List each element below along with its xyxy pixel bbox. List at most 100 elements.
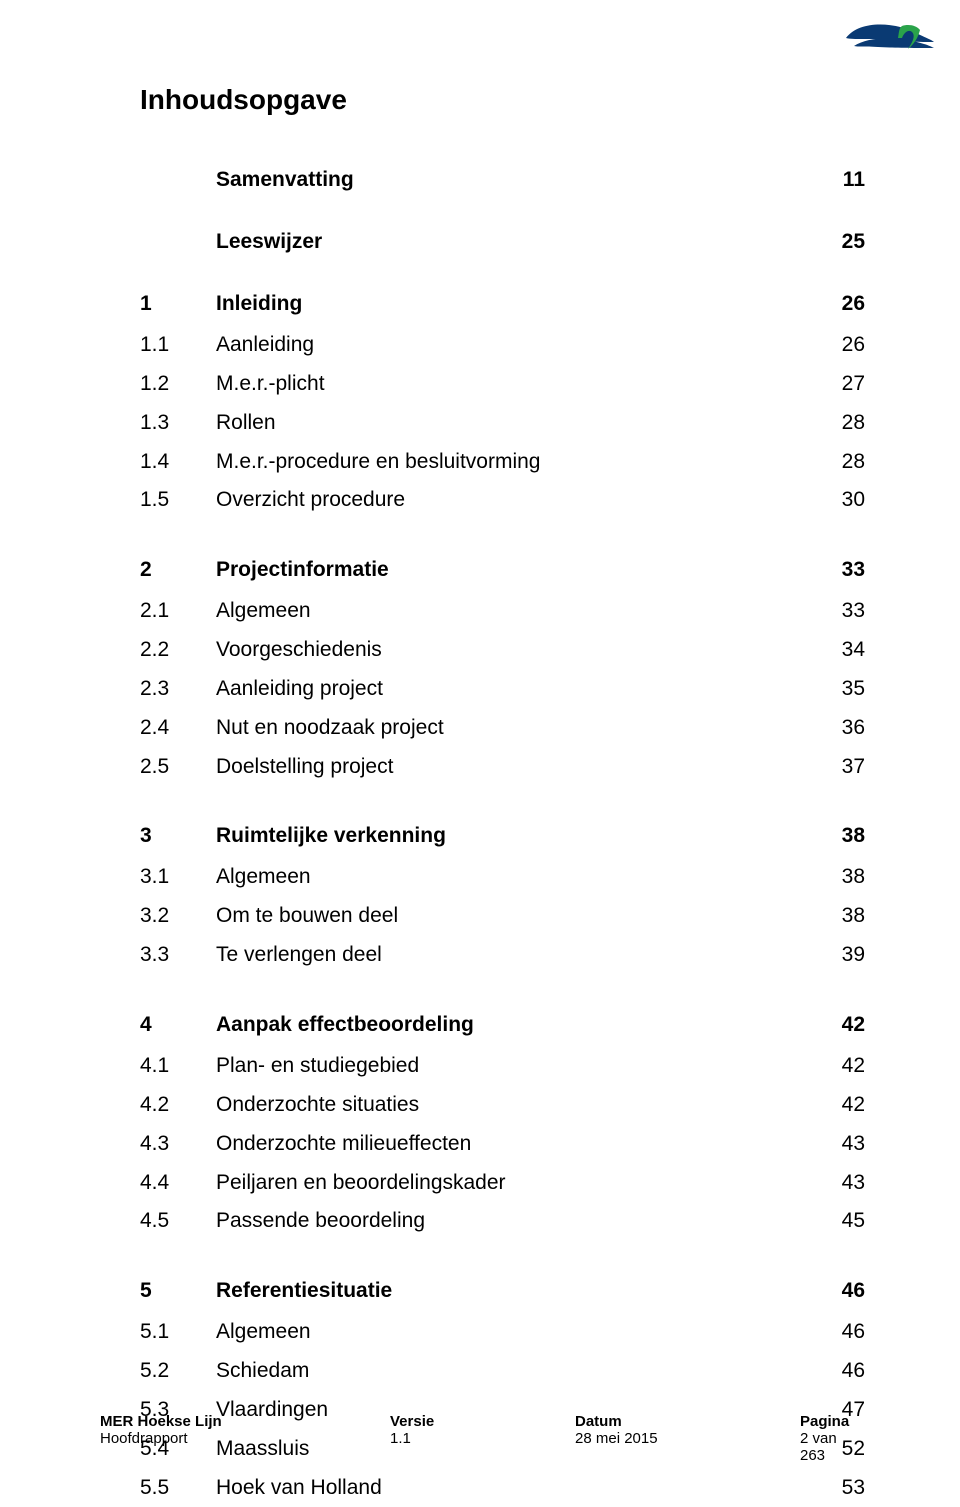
toc-label: M.e.r.-plicht: [216, 365, 815, 404]
toc-row: 4.4Peiljaren en beoordelingskader43: [140, 1164, 865, 1203]
toc-page: 27: [815, 365, 865, 404]
footer-header-row: MER Hoekse Lijn Versie Datum Pagina: [100, 1413, 865, 1430]
toc-label: Aanpak effectbeoordeling: [216, 1013, 815, 1037]
toc-label: Samenvatting: [216, 168, 815, 192]
toc-row: 4.3Onderzochte milieueffecten43: [140, 1125, 865, 1164]
toc-page: 42: [815, 1047, 865, 1086]
toc-num: [140, 168, 216, 192]
toc-label: Peiljaren en beoordelingskader: [216, 1164, 815, 1203]
page: Inhoudsopgave Samenvatting 11 Leeswijzer…: [0, 0, 960, 1498]
toc-row: 1.2M.e.r.-plicht27: [140, 365, 865, 404]
toc-row: 2.4Nut en noodzaak project36: [140, 709, 865, 748]
toc-num: 4.2: [140, 1086, 216, 1125]
toc-label: Aanleiding: [216, 326, 815, 365]
toc-section-head: 3Ruimtelijke verkenning38: [140, 824, 865, 848]
footer-value: Hoofdrapport: [100, 1430, 390, 1464]
toc-num: 1.1: [140, 326, 216, 365]
page-title: Inhoudsopgave: [140, 84, 865, 116]
toc-page: 43: [815, 1164, 865, 1203]
toc-num: 2.4: [140, 709, 216, 748]
toc-page: 42: [815, 1086, 865, 1125]
toc-page: 38: [815, 824, 865, 848]
toc-label: Algemeen: [216, 592, 815, 631]
toc-label: Projectinformatie: [216, 558, 815, 582]
toc-page: 37: [815, 748, 865, 787]
toc-page: 45: [815, 1202, 865, 1241]
footer-value-row: Hoofdrapport 1.1 28 mei 2015 2 van 263: [100, 1430, 865, 1464]
footer-header: MER Hoekse Lijn: [100, 1413, 390, 1430]
toc-page: 26: [815, 292, 865, 316]
toc-row: 1.3Rollen28: [140, 404, 865, 443]
toc-num: [140, 230, 216, 254]
toc-label: Algemeen: [216, 858, 815, 897]
toc-page: 34: [815, 631, 865, 670]
toc-num: 1.4: [140, 443, 216, 482]
footer-value: 1.1: [390, 1430, 575, 1464]
toc-label: Hoek van Holland: [216, 1469, 815, 1507]
footer-header: Versie: [390, 1413, 575, 1430]
toc-page: 28: [815, 443, 865, 482]
toc-num: 5.1: [140, 1313, 216, 1352]
toc-num: 3.1: [140, 858, 216, 897]
toc-page: 36: [815, 709, 865, 748]
toc-label: Onderzochte situaties: [216, 1086, 815, 1125]
page-footer: MER Hoekse Lijn Versie Datum Pagina Hoof…: [100, 1413, 865, 1464]
toc-num: 1.3: [140, 404, 216, 443]
toc-page: 46: [815, 1313, 865, 1352]
toc-num: 5: [140, 1279, 216, 1303]
toc-label: Leeswijzer: [216, 230, 815, 254]
toc-page: 46: [815, 1279, 865, 1303]
toc-label: Rollen: [216, 404, 815, 443]
toc-num: 1.5: [140, 481, 216, 520]
footer-header: Pagina: [800, 1413, 865, 1430]
toc-section-head: 4Aanpak effectbeoordeling42: [140, 1013, 865, 1037]
toc-num: 4.4: [140, 1164, 216, 1203]
toc-row: 4.2Onderzochte situaties42: [140, 1086, 865, 1125]
toc-label: Doelstelling project: [216, 748, 815, 787]
footer-header: Datum: [575, 1413, 800, 1430]
toc-label: Ruimtelijke verkenning: [216, 824, 815, 848]
toc-top-entry: Leeswijzer 25: [140, 230, 865, 254]
toc-row: 3.1Algemeen38: [140, 858, 865, 897]
footer-value: 2 van 263: [800, 1430, 865, 1464]
toc-label: Passende beoordeling: [216, 1202, 815, 1241]
toc-num: 1.2: [140, 365, 216, 404]
toc-row: 3.3Te verlengen deel39: [140, 936, 865, 975]
toc-row: 5.1Algemeen46: [140, 1313, 865, 1352]
toc-num: 3: [140, 824, 216, 848]
toc-page: 11: [815, 168, 865, 192]
toc-label: Algemeen: [216, 1313, 815, 1352]
toc-page: 43: [815, 1125, 865, 1164]
toc-num: 2.5: [140, 748, 216, 787]
toc-label: M.e.r.-procedure en besluitvorming: [216, 443, 815, 482]
toc-row: 3.2Om te bouwen deel38: [140, 897, 865, 936]
toc-num: 4.1: [140, 1047, 216, 1086]
toc-num: 5.5: [140, 1469, 216, 1507]
toc-sections: 1Inleiding261.1Aanleiding261.2M.e.r.-pli…: [140, 292, 865, 1507]
toc-label: Overzicht procedure: [216, 481, 815, 520]
toc-section-head: 2Projectinformatie33: [140, 558, 865, 582]
toc-section-head: 1Inleiding26: [140, 292, 865, 316]
toc-row: 2.1Algemeen33: [140, 592, 865, 631]
toc-row: 4.5Passende beoordeling45: [140, 1202, 865, 1241]
toc-page: 28: [815, 404, 865, 443]
toc-label: Onderzochte milieueffecten: [216, 1125, 815, 1164]
toc-num: 2: [140, 558, 216, 582]
toc-label: Aanleiding project: [216, 670, 815, 709]
toc-label: Om te bouwen deel: [216, 897, 815, 936]
toc-num: 3.2: [140, 897, 216, 936]
toc-section-head: 5Referentiesituatie46: [140, 1279, 865, 1303]
footer-value: 28 mei 2015: [575, 1430, 800, 1464]
toc-num: 5.2: [140, 1352, 216, 1391]
toc-row: 1.1Aanleiding26: [140, 326, 865, 365]
toc-label: Voorgeschiedenis: [216, 631, 815, 670]
toc-top-block: Samenvatting 11 Leeswijzer 25: [140, 168, 865, 254]
toc-num: 1: [140, 292, 216, 316]
toc-num: 3.3: [140, 936, 216, 975]
toc-num: 2.3: [140, 670, 216, 709]
toc-page: 25: [815, 230, 865, 254]
toc-row: 1.5Overzicht procedure30: [140, 481, 865, 520]
toc-page: 46: [815, 1352, 865, 1391]
toc-page: 38: [815, 858, 865, 897]
toc-num: 4.3: [140, 1125, 216, 1164]
